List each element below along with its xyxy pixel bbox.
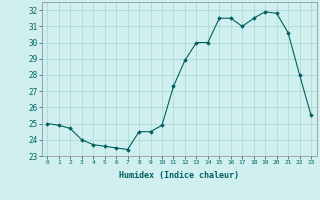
X-axis label: Humidex (Indice chaleur): Humidex (Indice chaleur) <box>119 171 239 180</box>
